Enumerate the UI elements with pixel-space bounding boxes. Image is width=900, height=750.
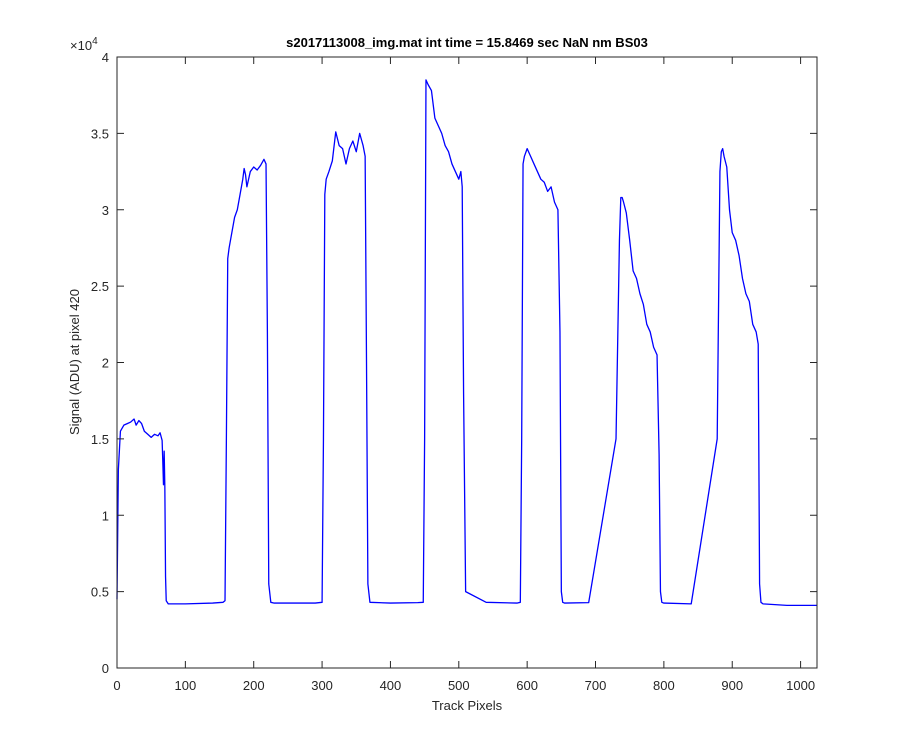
x-tick-label: 100	[175, 678, 197, 693]
y-tick-label: 1.5	[91, 432, 109, 447]
x-tick-label: 500	[448, 678, 470, 693]
chart-title: s2017113008_img.mat int time = 15.8469 s…	[286, 35, 648, 50]
y-tick-label: 4	[102, 50, 109, 65]
x-tick-label: 800	[653, 678, 675, 693]
x-tick-label: 300	[311, 678, 333, 693]
y-tick-label: 0.5	[91, 585, 109, 600]
x-tick-label: 0	[113, 678, 120, 693]
y-tick-label: 3	[102, 203, 109, 218]
x-axis-label: Track Pixels	[432, 698, 503, 713]
y-exponent-label: ×104	[70, 36, 98, 53]
x-tick-label: 400	[380, 678, 402, 693]
y-exponent-base: ×10	[70, 38, 92, 53]
y-axis-label: Signal (ADU) at pixel 420	[67, 289, 82, 435]
y-exponent-power: 4	[92, 36, 98, 47]
x-tick-label: 1000	[786, 678, 815, 693]
y-tick-label: 1	[102, 508, 109, 523]
y-tick-label: 2.5	[91, 279, 109, 294]
y-tick-label: 0	[102, 661, 109, 676]
x-tick-label: 600	[516, 678, 538, 693]
x-tick-label: 700	[585, 678, 607, 693]
x-tick-label: 200	[243, 678, 265, 693]
tick-layer: 0 100 200 300 400 500 600 700 800 900 1000 0 0.5 1 1.5…	[91, 50, 817, 693]
y-tick-label: 3.5	[91, 126, 109, 141]
data-layer	[116, 79, 817, 607]
series-line-0	[116, 79, 817, 607]
plot-area	[117, 57, 817, 668]
y-tick-label: 2	[102, 356, 109, 371]
x-tick-label: 900	[721, 678, 743, 693]
